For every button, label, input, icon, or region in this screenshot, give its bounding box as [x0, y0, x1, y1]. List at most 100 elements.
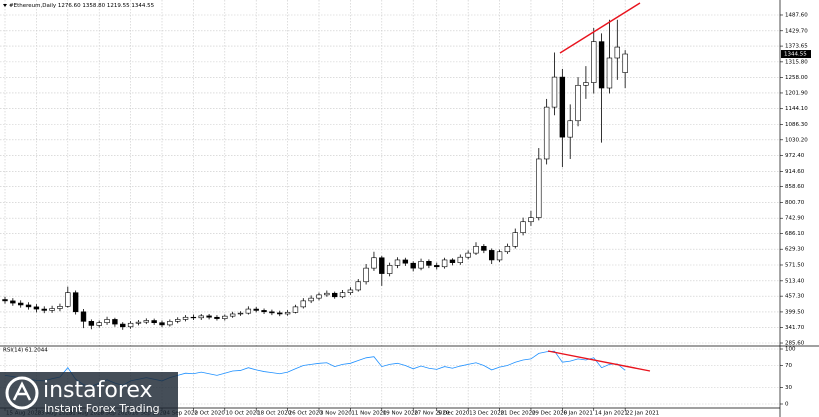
- y-tick-label: 457.30: [785, 294, 805, 300]
- candle-body: [324, 292, 330, 296]
- y-tick-label: 686.10: [785, 231, 805, 237]
- candle-body: [41, 308, 47, 311]
- candle-body: [567, 120, 573, 138]
- candle-body: [473, 245, 479, 254]
- candle-body: [143, 320, 149, 323]
- candle-body: [496, 251, 503, 261]
- x-tick-label: 6 Jan 2021: [563, 411, 592, 417]
- x-tick-label: 11 Nov 2020: [351, 411, 387, 417]
- indicator-title: RSI(14) 61.2044: [3, 348, 48, 354]
- candle-body: [159, 322, 165, 326]
- candle-body: [253, 308, 259, 311]
- x-tick-label: 3 Nov 2020: [320, 411, 352, 417]
- x-tick-label: 29 Dec 2020: [532, 411, 568, 417]
- y-tick-label: 914.60: [785, 169, 805, 175]
- candle-body: [591, 41, 597, 83]
- candle-body: [292, 306, 299, 313]
- candle-body: [481, 245, 487, 251]
- watermark: instaforex Instant Forex Trading: [0, 372, 178, 417]
- chart-title: #Ethereum,Daily 1276.60 1358.80 1219.55 …: [9, 3, 155, 9]
- y-tick-label: 1315.80: [785, 59, 808, 65]
- candle-body: [575, 84, 581, 122]
- candle-body: [112, 319, 118, 325]
- y-tick-label: 629.30: [785, 247, 805, 253]
- candle-body: [127, 322, 134, 328]
- candle-body: [33, 306, 40, 310]
- title-icon: [3, 4, 7, 7]
- candle-body: [65, 292, 71, 307]
- candle-body: [331, 292, 338, 298]
- candle-body: [536, 158, 542, 218]
- candle-body: [426, 261, 432, 266]
- x-tick-label: 13 Dec 2020: [469, 411, 505, 417]
- candle-body: [614, 46, 621, 59]
- y-tick-label: 800.70: [785, 200, 805, 206]
- y-tick-label: 972.40: [785, 153, 805, 159]
- y-tick-label: 1201.90: [785, 90, 808, 96]
- candle-body: [394, 259, 401, 266]
- x-tick-label: 5 Dec 2020: [438, 411, 470, 417]
- labels: 285.60 341.70 399.50 457.30 513.40 571.50 629.…: [4, 12, 811, 417]
- candle-body: [151, 320, 157, 324]
- candle-body: [504, 245, 511, 253]
- price-box: [781, 50, 811, 59]
- candle-body: [339, 292, 346, 298]
- x-tick-label: 2 Oct 2020: [194, 411, 225, 417]
- y-tick-label: 1487.60: [785, 12, 808, 18]
- y-tick-label: 399.50: [785, 309, 805, 315]
- y-tick-label: 1429.70: [785, 28, 808, 34]
- candle-body: [347, 289, 354, 293]
- x-tick-label: 10 Oct 2020: [226, 411, 261, 417]
- candle-body: [488, 250, 495, 261]
- candle-body: [135, 321, 142, 324]
- candle-body: [80, 311, 87, 322]
- tagline: Instant Forex Trading: [44, 402, 160, 415]
- x-tick-label: 21 Dec 2020: [501, 411, 537, 417]
- candle-body: [457, 256, 463, 263]
- x-tick-label: 18 Oct 2020: [257, 411, 292, 417]
- y-tick-label: 1144.10: [785, 106, 808, 112]
- candle-body: [418, 261, 424, 269]
- x-tick-label: 27 Nov 2020: [414, 411, 450, 417]
- price-label: 1344.55: [784, 52, 807, 58]
- candle-body: [190, 316, 197, 319]
- candle-body: [300, 300, 306, 308]
- candle-body: [2, 299, 8, 302]
- candle-body: [277, 312, 283, 315]
- candle-body: [57, 306, 63, 309]
- candle-body: [449, 259, 456, 263]
- candle-body: [198, 315, 204, 319]
- candle-body: [355, 281, 361, 291]
- candle-body: [214, 316, 220, 319]
- candle-body: [528, 217, 534, 223]
- candle-body: [120, 323, 126, 328]
- candle-body: [17, 302, 24, 306]
- x-tick-label: 26 Oct 2020: [289, 411, 324, 417]
- candle-body: [379, 257, 385, 274]
- candle-body: [465, 252, 471, 258]
- y-tick-label: 1373.65: [785, 44, 808, 50]
- candle-body: [88, 321, 95, 326]
- candle-body: [206, 315, 212, 318]
- candle-body: [237, 312, 244, 315]
- candle-body: [371, 257, 377, 269]
- x-tick-label: 19 Nov 2020: [383, 411, 419, 417]
- y-tick-label: 341.70: [785, 325, 805, 331]
- candle-body: [175, 319, 181, 322]
- candle-body: [104, 319, 110, 324]
- candle-body: [410, 262, 416, 269]
- candle-body: [49, 308, 55, 311]
- candle-body: [316, 294, 322, 299]
- logo: [5, 376, 39, 410]
- candle-body: [182, 316, 189, 320]
- x-tick-label: 24 Sep 2020: [163, 411, 198, 417]
- grid: [0, 0, 780, 408]
- candle-body: [222, 315, 228, 319]
- y-tick-label: 513.40: [785, 278, 805, 284]
- candle-body: [363, 267, 369, 283]
- candle-body: [512, 232, 518, 247]
- candle-body: [96, 322, 102, 326]
- candle-body: [551, 76, 558, 108]
